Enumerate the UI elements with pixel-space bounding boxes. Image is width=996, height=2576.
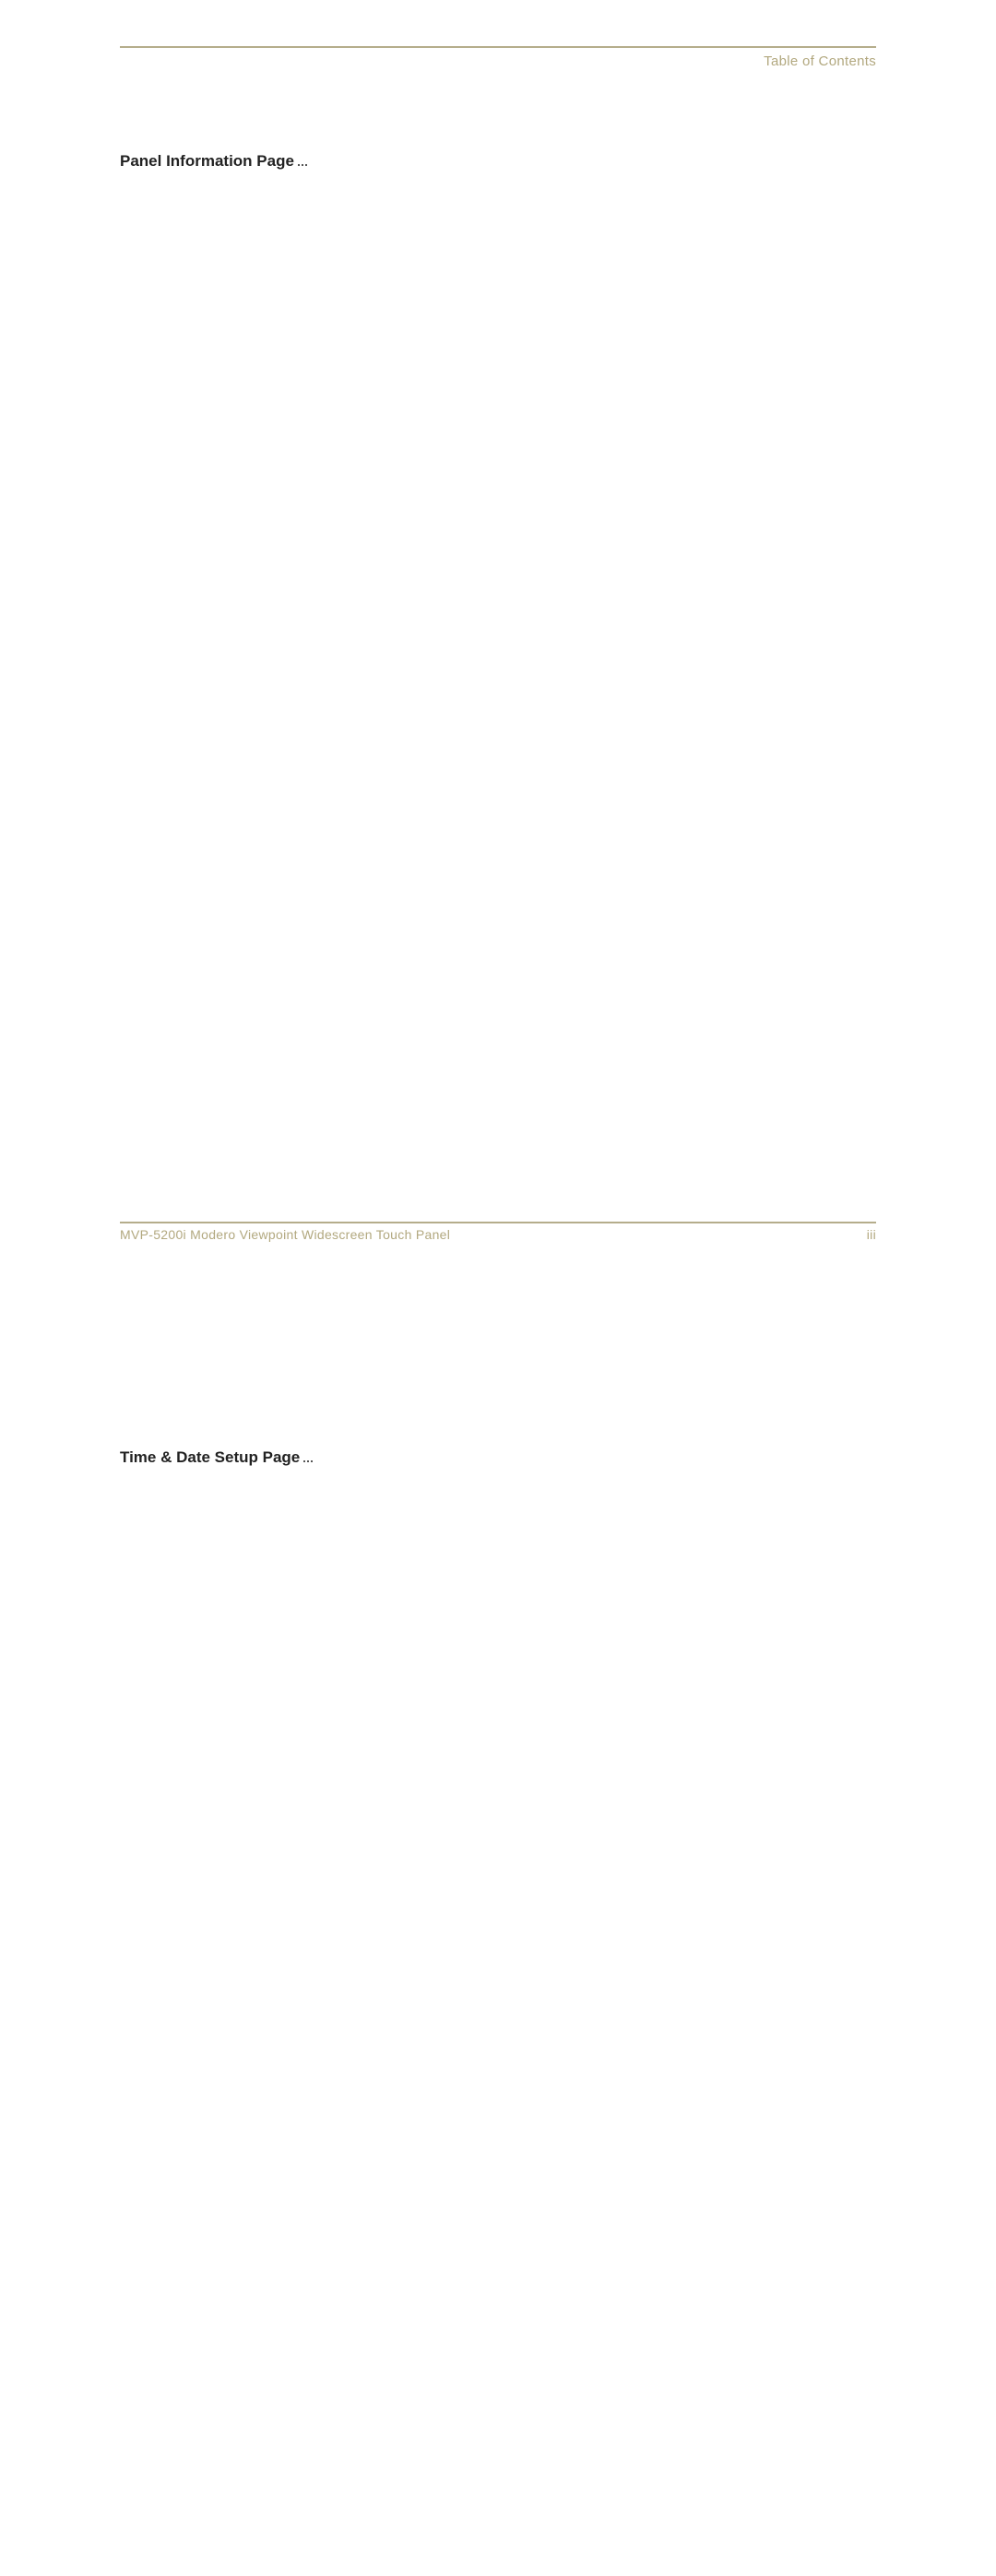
footer: MVP-5200i Modero Viewpoint Widescreen To… (120, 1222, 876, 1242)
toc-leader-dots (298, 164, 307, 166)
table-of-contents: Panel Information Page63Time & Date Setu… (120, 106, 876, 2576)
toc-entry-title: Time & Date Setup Page (120, 1448, 300, 1467)
header-rule (120, 46, 876, 48)
footer-rule (120, 1222, 876, 1223)
page: Table of Contents Panel Information Page… (0, 0, 996, 1288)
toc-entry[interactable]: Time & Date Setup Page64 (120, 1402, 876, 2576)
toc-entry[interactable]: Panel Information Page63 (120, 106, 876, 1394)
toc-entry-page: 64 (316, 1402, 996, 2576)
toc-entry-title: Panel Information Page (120, 152, 294, 171)
footer-page-number: iii (867, 1227, 876, 1242)
footer-title: MVP-5200i Modero Viewpoint Widescreen To… (120, 1227, 450, 1242)
header-label: Table of Contents (120, 53, 876, 69)
toc-entry-page: 63 (311, 106, 996, 1394)
toc-leader-dots (303, 1460, 313, 1462)
